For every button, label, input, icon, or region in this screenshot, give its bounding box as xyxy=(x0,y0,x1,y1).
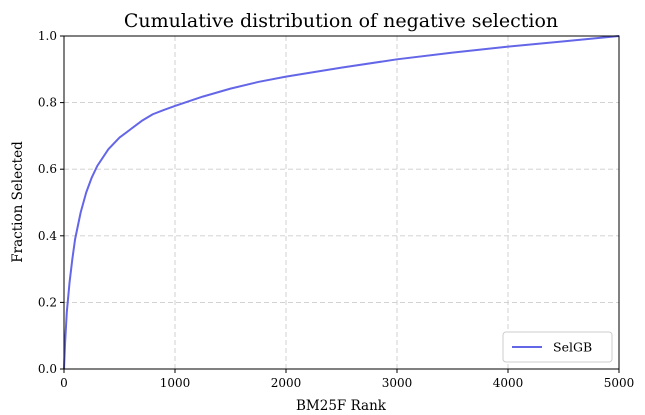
y-tick-label: 0.2 xyxy=(38,295,57,309)
legend-label-selgb: SelGB xyxy=(553,340,592,355)
grid xyxy=(64,36,619,369)
y-tick-label: 0.0 xyxy=(38,362,57,376)
x-axis-label: BM25F Rank xyxy=(296,398,387,414)
series-layer xyxy=(63,35,620,370)
legend-box xyxy=(502,331,613,363)
y-tick-label: 0.6 xyxy=(38,162,57,176)
tick-layer: 0 1000 2000 3000 4000 5000 0.0 0.2 0.4 0.6 0.8 1.0 xyxy=(38,29,634,390)
plot-frame xyxy=(63,35,620,370)
x-tick-label: 5000 xyxy=(604,376,635,390)
x-tick-label: 1000 xyxy=(160,376,191,390)
y-tick-label: 0.4 xyxy=(38,229,57,243)
legend: SelGB xyxy=(502,331,613,363)
y-tick-label: 1.0 xyxy=(38,29,57,43)
x-tick-label: 4000 xyxy=(493,376,524,390)
y-axis-label: Fraction Selected xyxy=(10,141,26,263)
x-tick-label: 0 xyxy=(60,376,68,390)
series-line-selgb xyxy=(63,35,620,370)
chart-title: Cumulative distribution of negative sele… xyxy=(124,10,558,32)
x-tick-label: 2000 xyxy=(271,376,302,390)
y-tick-label: 0.8 xyxy=(38,96,57,110)
x-tick-label: 3000 xyxy=(382,376,413,390)
